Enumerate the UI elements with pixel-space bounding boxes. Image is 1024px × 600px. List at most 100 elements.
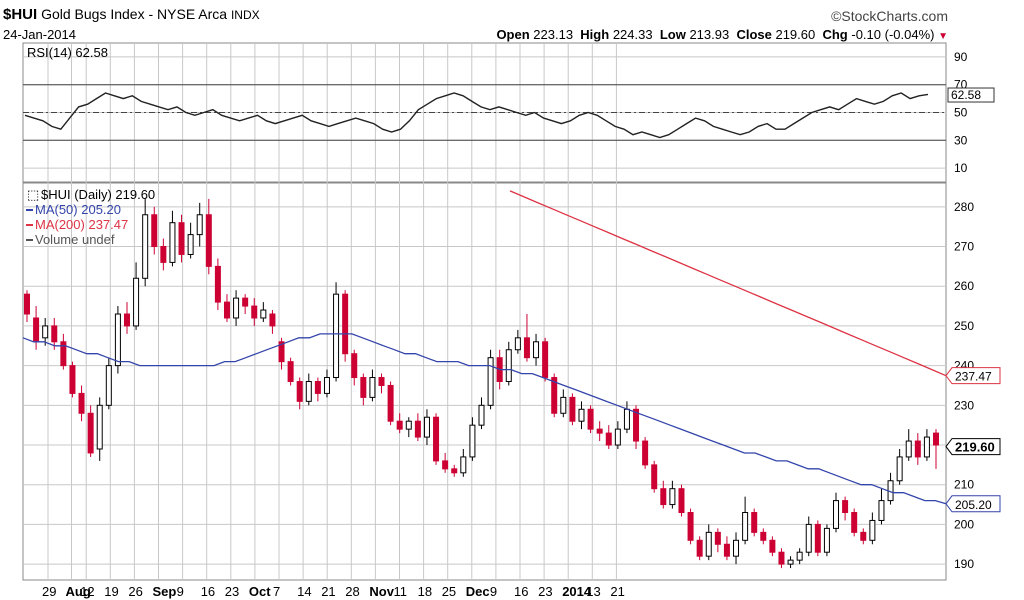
x-tick-label: 13 [586,584,600,599]
x-tick-label: Oct [249,584,271,599]
candle-body [823,527,830,553]
candle-body [469,424,476,458]
x-tick-label: 23 [225,584,239,599]
candle-body [860,531,867,541]
candle-body [151,214,158,248]
candle-body [933,432,939,446]
candle-body [442,460,449,470]
candle-body [233,297,240,319]
hui-legend-icon: ⬚ [27,187,39,202]
down-arrow-icon: ▼ [938,31,948,42]
candle-body [842,500,849,514]
x-tick-label: 14 [297,584,311,599]
candle-body [760,531,767,541]
ohlc-line: Open 223.13 High 224.33 Low 213.93 Close… [496,27,948,42]
candle-body [378,377,385,386]
x-tick-label: 19 [104,584,118,599]
candle-body [596,428,603,434]
candle-body [287,361,294,382]
rsi-legend: RSI(14) 62.58 [27,45,108,60]
low-value: 213.93 [689,27,730,42]
rsi-value-label: 62.58 [951,88,981,102]
price-tick-label: 270 [954,240,974,254]
ma50-tag-box [945,495,1001,513]
rsi-tick-label: 10 [954,161,968,175]
candle-body [42,325,49,339]
candle-body [569,396,576,422]
candle-body [196,214,203,236]
candle-body [560,396,567,414]
candle-body [51,325,58,343]
candle-body [223,301,230,319]
candle-body [623,408,630,430]
price-tick-label: 230 [954,398,974,412]
candle-body [651,464,658,490]
ma200-tag-label: 237.47 [955,370,992,384]
open-value: 223.13 [533,27,574,42]
candle-body [878,500,885,521]
ma200-tag-box [945,367,1001,385]
exchange: INDX [230,8,260,22]
candle-body [24,293,30,315]
candle-body [614,428,621,446]
x-tick-label: 7 [273,584,280,599]
candle-body [169,222,176,263]
index-name: Gold Bugs Index - NYSE Arca [41,6,228,22]
close-value: 219.60 [775,27,816,42]
close-tag-label: 219.60 [955,440,995,455]
candle-body [587,408,594,430]
candle-body [433,416,440,462]
legend-entry: Volume undef [35,232,115,247]
x-tick-label: 26 [128,584,142,599]
symbol: $HUI [3,6,38,23]
legend-entry: MA(50) 205.20 [35,202,121,217]
close-label: Close [736,27,772,42]
x-tick-label: 9 [490,584,497,599]
candle-body [260,309,267,319]
candle-body [405,420,412,430]
candle-body [687,512,694,541]
candle-body [460,456,467,474]
date-label: 24-Jan-2014 [3,27,76,42]
candle-body [478,404,485,426]
candle-body [814,523,821,553]
candle-body [669,488,676,506]
candle-body [542,341,549,379]
candle-body [78,392,85,414]
x-tick-label: 28 [345,584,359,599]
x-tick-label: 23 [538,584,552,599]
candle-body [787,559,794,565]
chg-label: Chg [822,27,848,42]
candle-body [514,337,521,351]
price-tick-label: 260 [954,279,974,293]
candle-body [642,440,649,466]
candle-body [96,404,103,450]
candle-body [414,420,421,438]
high-label: High [580,27,610,42]
x-tick-label: 16 [201,584,215,599]
x-tick-label: 29 [42,584,56,599]
x-tick-label: 25 [442,584,456,599]
rsi-tick-label: 30 [954,133,968,147]
candle-body [733,539,740,557]
candle-body [805,523,812,553]
price-tick-label: 200 [954,517,974,531]
candle-body [396,420,403,430]
candle-body [323,377,330,394]
candle-body [742,512,749,541]
x-tick-label: 9 [177,584,184,599]
candle-body [905,440,912,458]
rsi-line [24,92,929,139]
candle-body [105,365,112,406]
candle-body [142,214,149,279]
price-tick-label: 210 [954,478,974,492]
candle-body [133,277,140,327]
candle-body [387,384,394,422]
candle-body [278,341,285,363]
candle-body [705,531,712,557]
candle-body [342,293,349,355]
candle-body [360,377,367,398]
candle-body [251,305,258,319]
candle-body [114,313,121,367]
